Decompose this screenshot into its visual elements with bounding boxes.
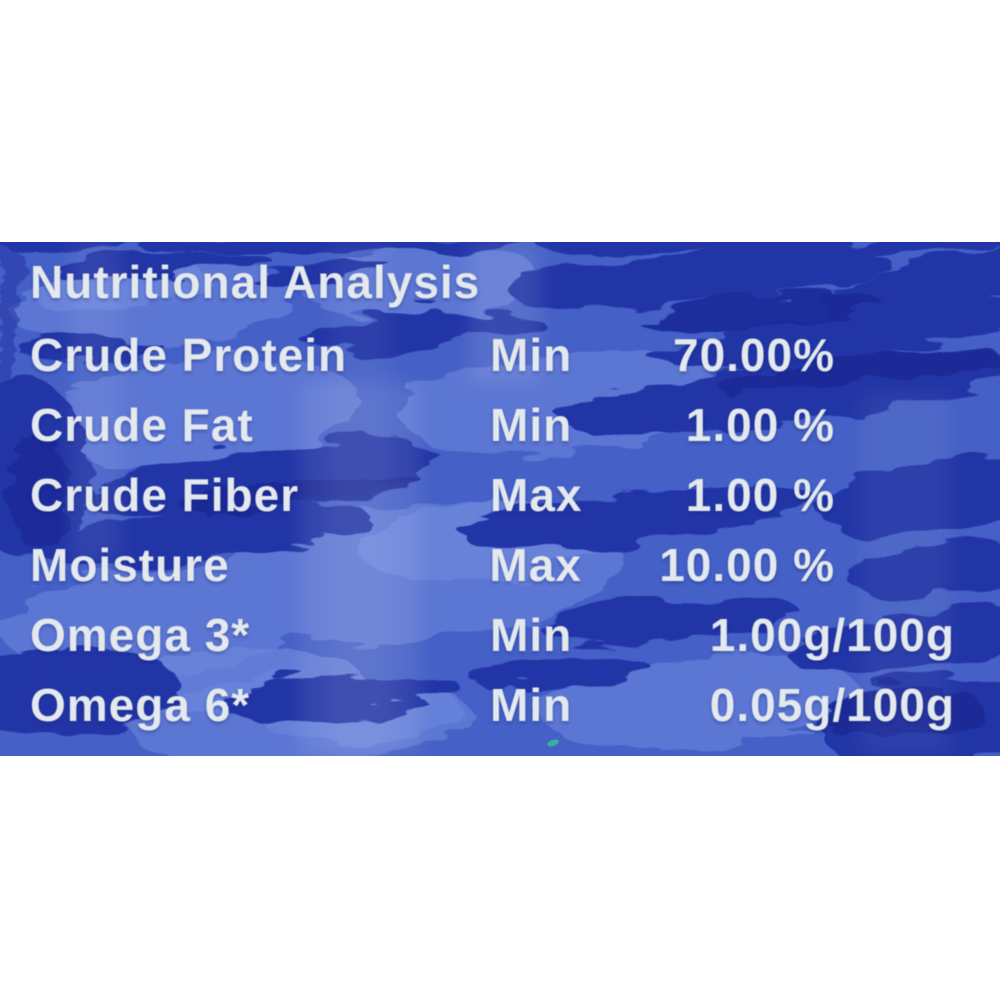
nutrient-value: 1.00 % — [685, 469, 835, 521]
nutrition-row: Omega 3* Min 1.00g/100g — [30, 600, 955, 670]
nutrient-value: 1.00g/100g — [709, 609, 955, 661]
nutrient-name: Crude Protein — [30, 329, 348, 381]
nutrient-name: Omega 6* — [30, 679, 251, 731]
nutrient-qualifier: Max — [489, 539, 582, 591]
nutrient-qualifier: Max — [490, 469, 583, 521]
nutrient-qualifier: Min — [490, 679, 573, 731]
nutrition-row: Omega 6* Min 0.05g/100g — [30, 670, 955, 740]
nutrient-value: 70.00% — [672, 329, 835, 381]
nutrient-value: 0.05g/100g — [709, 679, 955, 731]
nutrition-row: Moisture Max 10.00 % — [30, 530, 955, 600]
nutrient-qualifier: Min — [490, 399, 573, 451]
nutrient-name: Omega 3* — [30, 609, 251, 661]
nutrient-value: 1.00 % — [685, 399, 835, 451]
nutrition-row: Crude Protein Min 70.00% — [30, 320, 955, 390]
nutrient-name: Moisture — [30, 539, 230, 591]
nutrient-value: 10.00 % — [659, 539, 835, 591]
nutrition-row: Crude Fiber Max 1.00 % — [30, 460, 955, 530]
nutrient-name: Crude Fat — [30, 399, 254, 451]
package-texture — [0, 242, 1000, 756]
nutrition-label: Nutritional Analysis Crude Protein Min 7… — [0, 242, 1000, 756]
nutrient-qualifier: Min — [490, 609, 573, 661]
label-title: Nutritional Analysis — [30, 256, 481, 308]
print-speck — [547, 739, 559, 747]
package-panel: Nutritional Analysis Crude Protein Min 7… — [0, 242, 1000, 756]
nutrition-row: Crude Fat Min 1.00 % — [30, 390, 955, 460]
nutrition-table: Crude Protein Min 70.00% Crude Fat Min 1… — [30, 320, 955, 740]
nutrient-name: Crude Fiber — [30, 469, 300, 521]
nutrient-qualifier: Min — [490, 329, 573, 381]
